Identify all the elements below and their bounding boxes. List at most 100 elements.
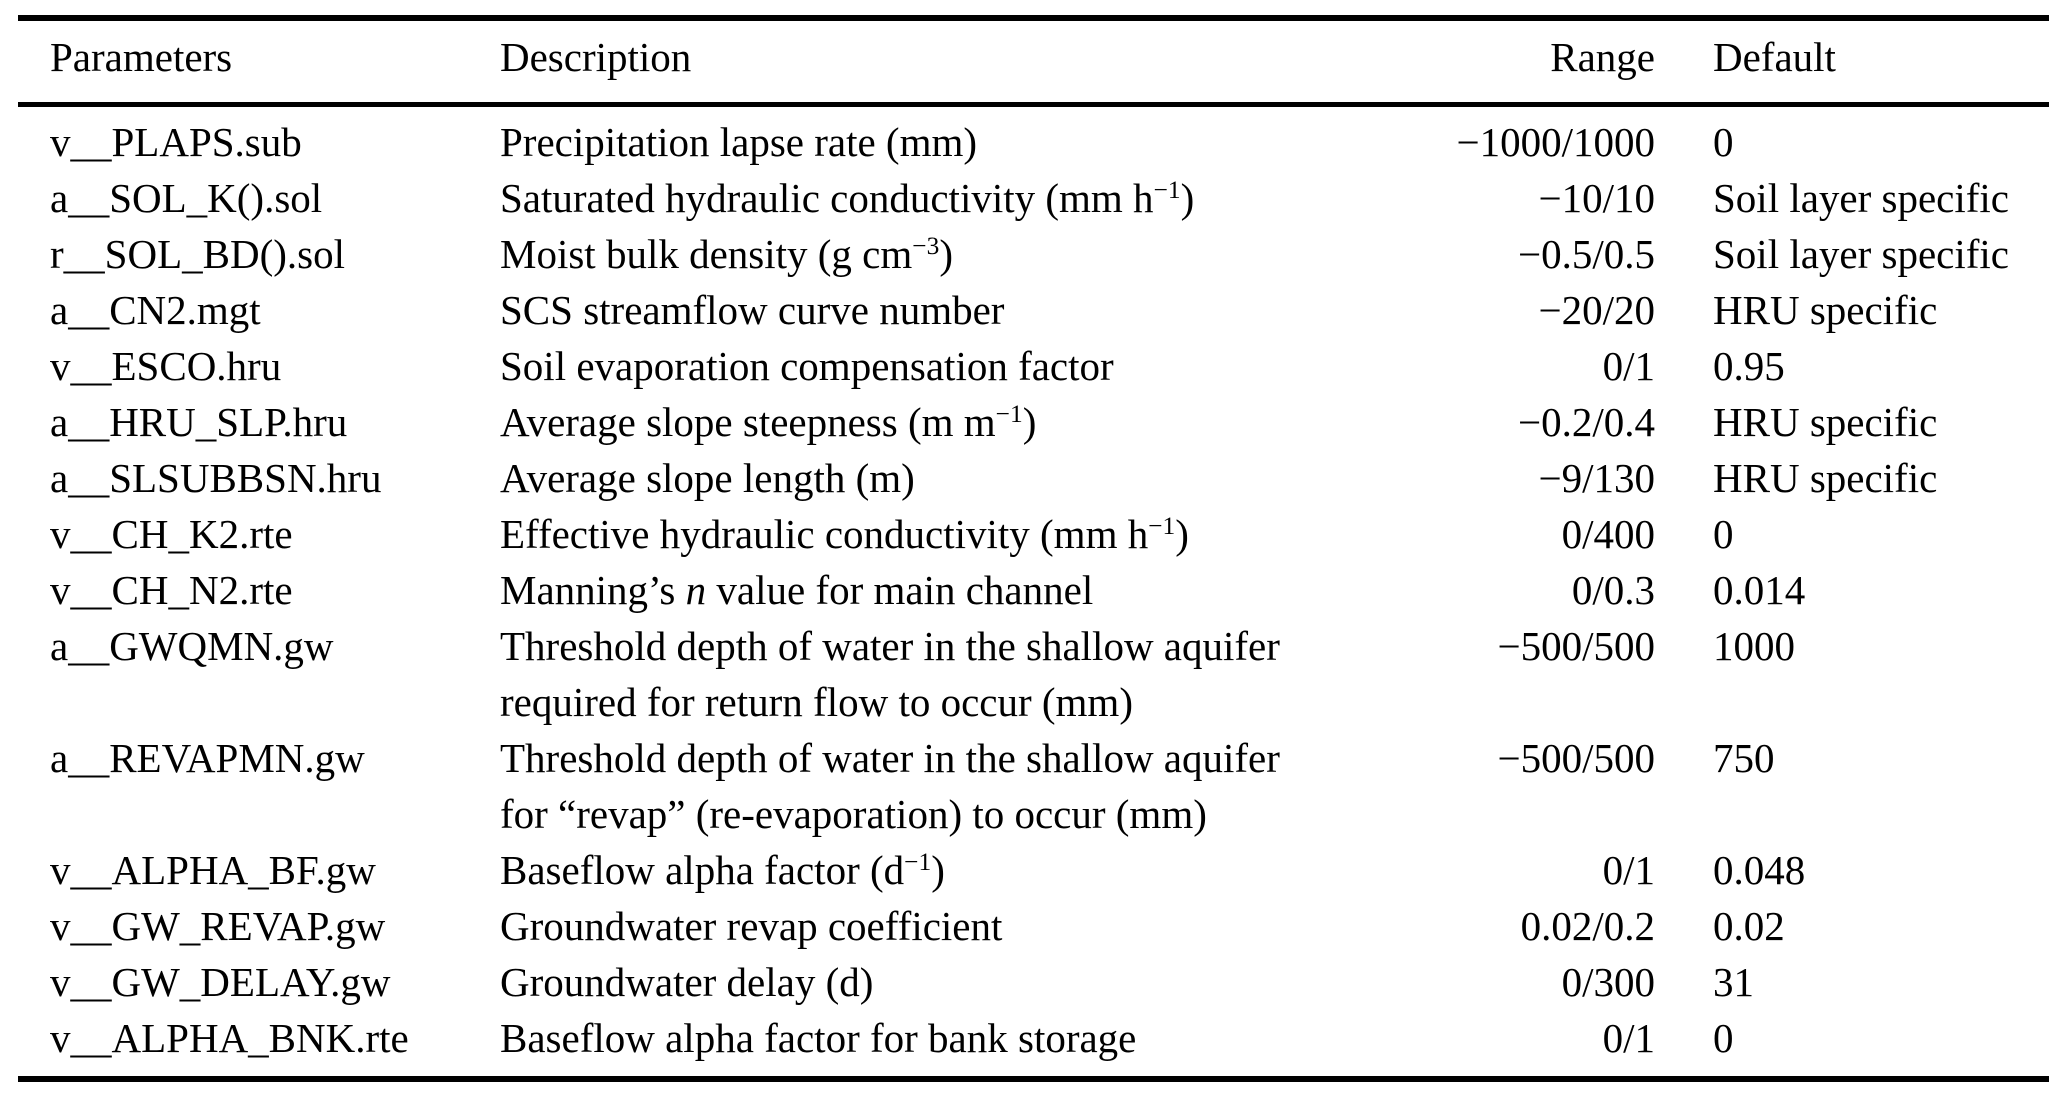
col-header-range: Range <box>1400 18 1655 107</box>
range-cell: 0/1 <box>1602 847 1655 893</box>
default-cell: HRU specific <box>1713 399 1938 445</box>
param-cell: r__SOL_BD().sol <box>50 231 345 277</box>
description-line: Baseflow alpha factor (d−1) <box>500 847 945 893</box>
table-row: v__PLAPS.sub Precipitation lapse rate (mm… <box>18 105 2049 171</box>
range-cell: 0/1 <box>1602 343 1655 389</box>
col-header-default: Default <box>1655 18 2049 107</box>
table-row: a__REVAPMN.gw Threshold depth of water in… <box>18 730 2049 842</box>
table-row: v__GW_DELAY.gw Groundwater delay (d) 0/300… <box>18 954 2049 1010</box>
param-cell: v__PLAPS.sub <box>50 119 302 165</box>
range-cell: 0/400 <box>1561 511 1655 557</box>
range-cell: 0/300 <box>1561 959 1655 1005</box>
param-cell: a__CN2.mgt <box>50 287 261 333</box>
description-cell: Precipitation lapse rate (mm) <box>500 105 1400 171</box>
param-cell: v__GW_DELAY.gw <box>50 959 391 1005</box>
description-line: SCS streamflow curve number <box>500 287 1005 333</box>
default-cell: 0.02 <box>1713 903 1785 949</box>
default-cell: HRU specific <box>1713 287 1938 333</box>
range-cell: 0/1 <box>1602 1015 1655 1061</box>
default-cell: 31 <box>1713 959 1754 1005</box>
description-line: Precipitation lapse rate (mm) <box>500 119 978 165</box>
header-row: Parameters Description Range Default <box>18 18 2049 107</box>
description-cell: Average slope steepness (m m−1) <box>500 394 1400 450</box>
param-cell: v__CH_N2.rte <box>50 567 293 613</box>
description-line: Groundwater delay (d) <box>500 959 874 1005</box>
table-header: Parameters Description Range Default <box>18 18 2049 107</box>
table-row: a__CN2.mgt SCS streamflow curve number −20… <box>18 282 2049 338</box>
description-line: Average slope steepness (m m−1) <box>500 399 1037 445</box>
description-line: Manning’s n value for main channel <box>500 567 1094 613</box>
table-row: a__SLSUBBSN.hru Average slope length (m) −… <box>18 450 2049 506</box>
col-header-parameters: Parameters <box>18 18 500 107</box>
param-cell: v__CH_K2.rte <box>50 511 293 557</box>
param-cell: a__SOL_K().sol <box>50 175 323 221</box>
table-row: v__ALPHA_BNK.rte Baseflow alpha factor fo… <box>18 1010 2049 1079</box>
description-cell: Baseflow alpha factor for bank storage <box>500 1010 1400 1079</box>
description-cell: Groundwater revap coefficient <box>500 898 1400 954</box>
description-line: Baseflow alpha factor for bank storage <box>500 1015 1137 1061</box>
param-cell: v__ALPHA_BF.gw <box>50 847 376 893</box>
description-cell: Groundwater delay (d) <box>500 954 1400 1010</box>
table-row: v__ALPHA_BF.gw Baseflow alpha factor (d−1… <box>18 842 2049 898</box>
range-cell: −500/500 <box>1497 735 1655 781</box>
param-cell: a__SLSUBBSN.hru <box>50 455 382 501</box>
description-cell: Baseflow alpha factor (d−1) <box>500 842 1400 898</box>
description-line: Saturated hydraulic conductivity (mm h−1… <box>500 175 1195 221</box>
default-cell: 1000 <box>1713 623 1795 669</box>
description-line: Effective hydraulic conductivity (mm h−1… <box>500 511 1189 557</box>
default-cell: 0 <box>1713 119 1734 165</box>
table-row: v__GW_REVAP.gw Groundwater revap coeffici… <box>18 898 2049 954</box>
table-row: v__CH_N2.rte Manning’s n value for main c… <box>18 562 2049 618</box>
default-cell: Soil layer specific <box>1713 175 2010 221</box>
param-cell: a__HRU_SLP.hru <box>50 399 348 445</box>
description-line: required for return flow to occur (mm) <box>500 679 1133 725</box>
description-line: Soil evaporation compensation factor <box>500 343 1114 389</box>
param-cell: v__GW_REVAP.gw <box>50 903 386 949</box>
table-row: r__SOL_BD().sol Moist bulk density (g cm−… <box>18 226 2049 282</box>
table-row: v__CH_K2.rte Effective hydraulic conducti… <box>18 506 2049 562</box>
default-cell: 0.048 <box>1713 847 1806 893</box>
range-cell: −0.2/0.4 <box>1517 399 1655 445</box>
description-line: Threshold depth of water in the shallow … <box>500 735 1280 781</box>
default-cell: 0 <box>1713 1015 1734 1061</box>
default-cell: 750 <box>1713 735 1775 781</box>
description-cell: Effective hydraulic conductivity (mm h−1… <box>500 506 1400 562</box>
table-row: v__ESCO.hru Soil evaporation compensation… <box>18 338 2049 394</box>
range-cell: −20/20 <box>1538 287 1655 333</box>
param-cell: v__ESCO.hru <box>50 343 282 389</box>
table-body: v__PLAPS.sub Precipitation lapse rate (mm… <box>18 105 2049 1080</box>
range-cell: −500/500 <box>1497 623 1655 669</box>
table-row: a__GWQMN.gw Threshold depth of water in t… <box>18 618 2049 730</box>
description-cell: Moist bulk density (g cm−3) <box>500 226 1400 282</box>
range-cell: −0.5/0.5 <box>1517 231 1655 277</box>
col-header-description: Description <box>500 18 1400 107</box>
description-cell: Saturated hydraulic conductivity (mm h−1… <box>500 170 1400 226</box>
table-row: a__HRU_SLP.hru Average slope steepness (m… <box>18 394 2049 450</box>
description-line: Moist bulk density (g cm−3) <box>500 231 953 277</box>
description-cell: Manning’s n value for main channel <box>500 562 1400 618</box>
default-cell: HRU specific <box>1713 455 1938 501</box>
description-cell: Soil evaporation compensation factor <box>500 338 1400 394</box>
description-cell: Threshold depth of water in the shallow … <box>500 618 1400 730</box>
default-cell: Soil layer specific <box>1713 231 2010 277</box>
description-cell: Threshold depth of water in the shallow … <box>500 730 1400 842</box>
param-cell: v__ALPHA_BNK.rte <box>50 1015 409 1061</box>
description-line: Groundwater revap coefficient <box>500 903 1003 949</box>
param-cell: a__REVAPMN.gw <box>50 735 365 781</box>
default-cell: 0 <box>1713 511 1734 557</box>
range-cell: −1000/1000 <box>1456 119 1655 165</box>
default-cell: 0.95 <box>1713 343 1785 389</box>
range-cell: 0.02/0.2 <box>1520 903 1655 949</box>
description-cell: SCS streamflow curve number <box>500 282 1400 338</box>
description-line: Threshold depth of water in the shallow … <box>500 623 1280 669</box>
description-line: for “revap” (re-evaporation) to occur (m… <box>500 791 1207 837</box>
range-cell: 0/0.3 <box>1571 567 1655 613</box>
parameters-table: Parameters Description Range Default v__… <box>18 15 2049 1082</box>
range-cell: −9/130 <box>1538 455 1655 501</box>
range-cell: −10/10 <box>1538 175 1655 221</box>
description-cell: Average slope length (m) <box>500 450 1400 506</box>
table-row: a__SOL_K().sol Saturated hydraulic conduc… <box>18 170 2049 226</box>
description-line: Average slope length (m) <box>500 455 915 501</box>
default-cell: 0.014 <box>1713 567 1806 613</box>
